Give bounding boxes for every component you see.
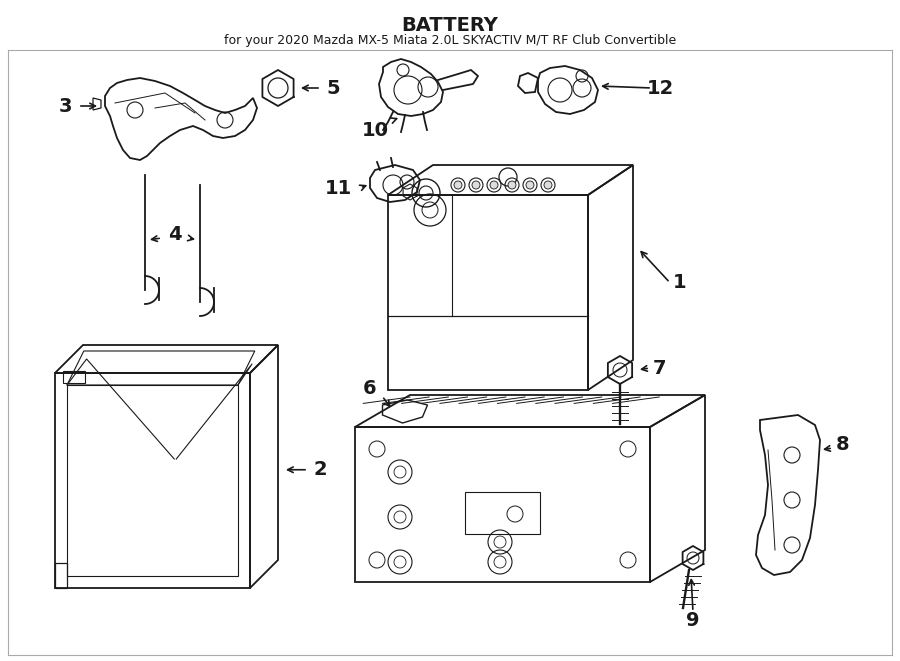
Text: for your 2020 Mazda MX-5 Miata 2.0L SKYACTIV M/T RF Club Convertible: for your 2020 Mazda MX-5 Miata 2.0L SKYA… <box>224 34 676 47</box>
Text: 7: 7 <box>653 358 667 377</box>
Text: 11: 11 <box>324 178 352 198</box>
Text: 1: 1 <box>673 273 687 292</box>
Circle shape <box>544 181 552 189</box>
Circle shape <box>454 181 462 189</box>
Text: 12: 12 <box>646 79 673 98</box>
Circle shape <box>508 181 516 189</box>
Circle shape <box>526 181 534 189</box>
Text: 9: 9 <box>686 611 700 629</box>
Circle shape <box>472 181 480 189</box>
Text: 8: 8 <box>836 436 850 455</box>
Circle shape <box>490 181 498 189</box>
Text: 5: 5 <box>326 79 340 98</box>
Text: 10: 10 <box>362 120 389 139</box>
Text: BATTERY: BATTERY <box>401 16 499 35</box>
Text: 6: 6 <box>364 379 377 397</box>
Text: 2: 2 <box>313 460 327 479</box>
Text: 4: 4 <box>168 225 182 245</box>
Text: 3: 3 <box>58 97 72 116</box>
